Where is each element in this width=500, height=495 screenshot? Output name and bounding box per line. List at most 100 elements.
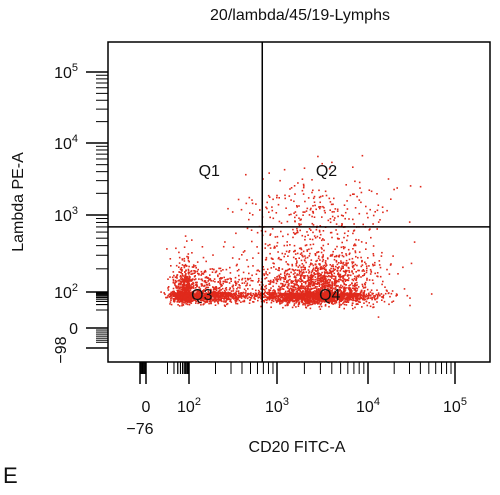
data-point <box>361 154 364 157</box>
data-point <box>173 301 176 303</box>
data-point <box>292 292 294 295</box>
data-point <box>180 300 182 302</box>
data-point <box>269 247 272 249</box>
data-point <box>269 280 271 283</box>
data-point <box>360 297 362 300</box>
data-point <box>234 297 236 299</box>
data-point <box>358 294 360 296</box>
data-point <box>188 271 191 274</box>
data-point <box>350 292 353 295</box>
data-point <box>302 294 304 297</box>
data-point <box>245 284 247 287</box>
data-point <box>238 284 240 286</box>
data-point <box>372 295 375 297</box>
data-point <box>328 275 330 277</box>
data-point <box>214 293 217 295</box>
data-point <box>201 299 203 302</box>
data-point <box>268 289 270 291</box>
data-point <box>290 300 292 302</box>
data-point <box>328 281 331 284</box>
data-point <box>361 264 364 266</box>
data-point <box>283 278 286 280</box>
data-point <box>306 291 309 293</box>
data-point <box>320 302 322 305</box>
data-point <box>186 277 188 279</box>
data-point <box>300 294 302 297</box>
data-point <box>333 293 335 295</box>
data-point <box>298 293 300 295</box>
data-point <box>362 287 365 289</box>
data-point <box>308 281 311 284</box>
data-point <box>210 288 212 291</box>
data-point <box>183 260 186 262</box>
data-point <box>342 215 344 217</box>
data-point <box>186 299 188 302</box>
data-point <box>310 277 312 280</box>
chart-title: 20/lambda/45/19-Lymphs <box>210 7 390 24</box>
data-point <box>263 274 266 277</box>
data-point <box>216 292 218 295</box>
data-point <box>368 302 370 304</box>
data-point <box>365 271 368 274</box>
data-point <box>202 300 205 302</box>
data-point <box>328 285 330 288</box>
data-point <box>288 297 291 300</box>
data-point <box>178 290 180 292</box>
data-point <box>336 270 339 272</box>
data-point <box>212 254 214 256</box>
data-point <box>300 298 303 300</box>
data-point <box>225 292 228 294</box>
data-point <box>235 293 237 296</box>
data-point <box>253 294 255 296</box>
data-point <box>221 295 223 298</box>
data-point <box>345 184 347 186</box>
data-point <box>378 264 381 266</box>
data-point <box>330 287 332 289</box>
data-point <box>199 298 201 301</box>
data-point <box>203 289 205 291</box>
data-point <box>308 292 310 294</box>
data-point <box>166 248 168 250</box>
data-point <box>359 295 362 298</box>
data-point <box>219 287 221 289</box>
data-point <box>293 212 295 214</box>
data-point <box>309 238 311 240</box>
data-point <box>217 291 220 294</box>
data-point <box>193 272 196 274</box>
data-point <box>297 297 300 299</box>
data-point <box>301 189 304 192</box>
data-point <box>310 271 313 274</box>
data-point <box>316 288 318 290</box>
data-point <box>340 303 342 306</box>
data-point <box>319 296 321 298</box>
data-point <box>280 292 283 295</box>
data-point <box>255 294 257 296</box>
data-point <box>182 304 184 306</box>
data-point <box>307 298 310 301</box>
data-point <box>326 294 329 297</box>
data-point <box>321 248 323 250</box>
data-point <box>292 296 295 299</box>
data-point <box>379 266 382 269</box>
data-point <box>225 297 227 300</box>
data-point <box>204 280 207 282</box>
data-point <box>355 294 358 296</box>
data-point <box>178 299 180 301</box>
data-point <box>333 258 336 261</box>
data-point <box>342 275 345 277</box>
data-point <box>167 294 169 297</box>
data-point <box>292 269 295 271</box>
data-point <box>286 269 288 272</box>
data-point <box>353 268 356 270</box>
data-point <box>302 298 305 300</box>
data-point <box>304 211 306 213</box>
data-point <box>333 287 335 290</box>
data-point <box>326 279 329 282</box>
data-point <box>355 303 358 306</box>
data-point <box>212 280 214 282</box>
data-point <box>376 275 378 277</box>
data-point <box>385 289 388 292</box>
data-point <box>284 278 287 280</box>
data-point <box>244 297 247 299</box>
data-point <box>332 270 334 272</box>
